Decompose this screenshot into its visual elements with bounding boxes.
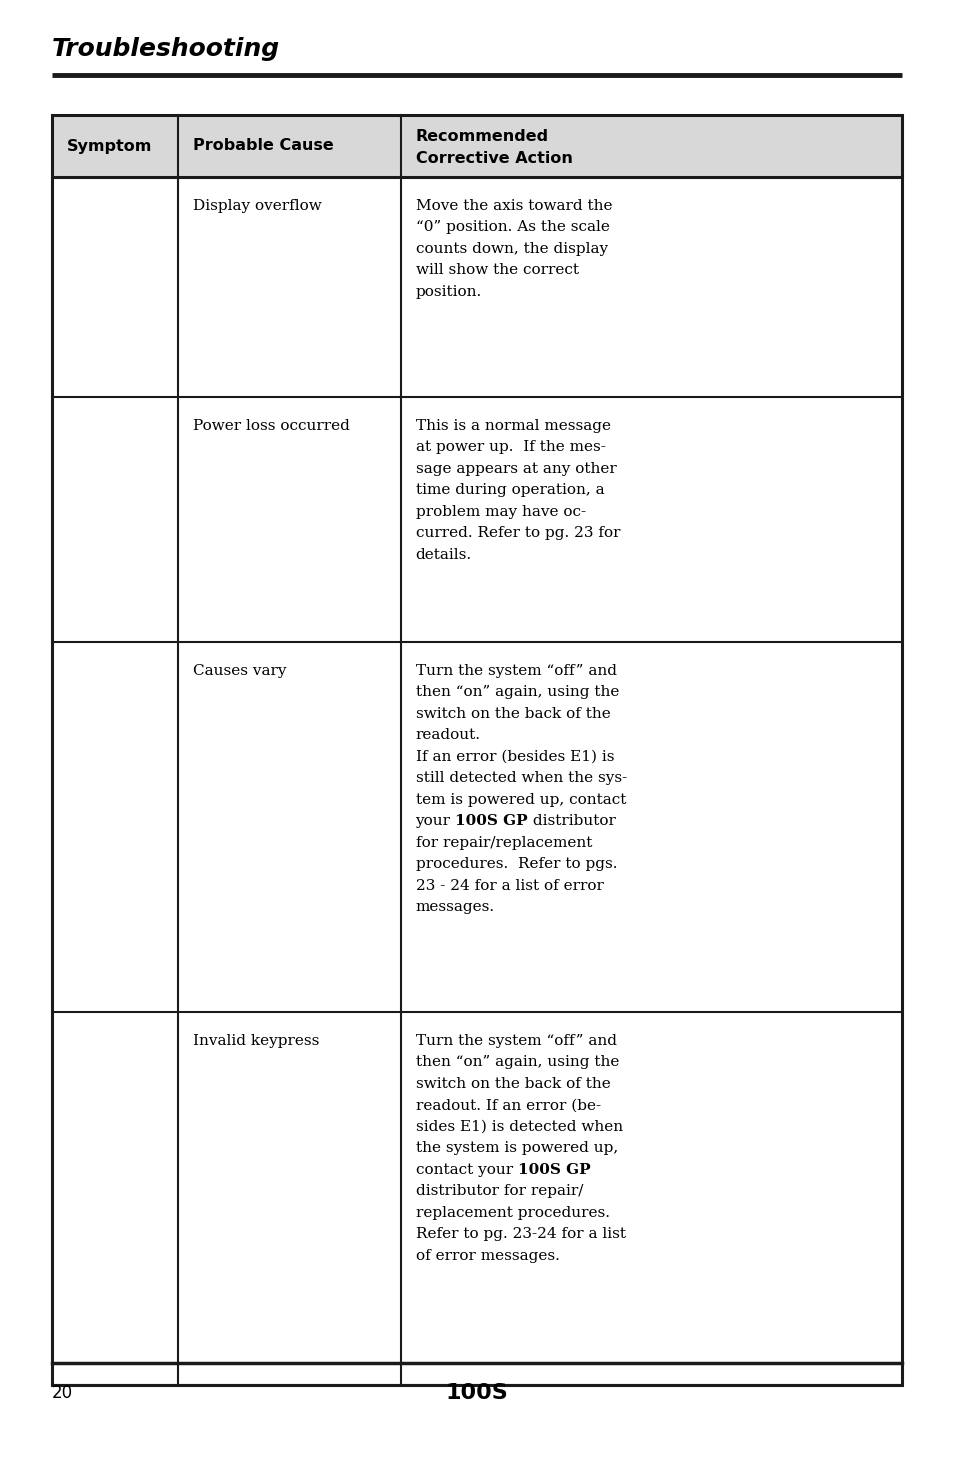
Text: at power up.  If the mes-: at power up. If the mes-	[416, 441, 605, 454]
Text: the system is powered up,: the system is powered up,	[416, 1142, 618, 1155]
Text: your: your	[416, 814, 455, 829]
Text: readout. If an error (be-: readout. If an error (be-	[416, 1099, 600, 1112]
Bar	[52, 115, 901, 1385]
Bar	[52, 115, 901, 177]
Text: readout.: readout.	[416, 729, 480, 742]
Text: 100S: 100S	[445, 1384, 508, 1403]
Text: 100S GP: 100S GP	[455, 814, 527, 829]
Text: of error messages.: of error messages.	[416, 1249, 558, 1263]
Text: If an error (besides E1) is: If an error (besides E1) is	[416, 749, 614, 764]
Text: Move the axis toward the: Move the axis toward the	[416, 199, 612, 212]
Text: problem may have oc-: problem may have oc-	[416, 504, 585, 519]
Text: replacement procedures.: replacement procedures.	[416, 1207, 609, 1220]
Text: Invalid keypress: Invalid keypress	[193, 1034, 319, 1049]
Text: counts down, the display: counts down, the display	[416, 242, 607, 257]
Text: Corrective Action: Corrective Action	[416, 150, 572, 165]
Text: Display overflow: Display overflow	[193, 199, 321, 212]
Text: Symptom: Symptom	[67, 139, 152, 153]
Text: will show the correct: will show the correct	[416, 264, 578, 277]
Text: Turn the system “off” and: Turn the system “off” and	[416, 664, 616, 678]
Text: switch on the back of the: switch on the back of the	[416, 1077, 610, 1092]
Text: tem is powered up, contact: tem is powered up, contact	[416, 794, 625, 807]
Text: details.: details.	[416, 549, 471, 562]
Text: “0” position. As the scale: “0” position. As the scale	[416, 220, 609, 235]
Text: Power loss occurred: Power loss occurred	[193, 419, 350, 434]
Text: position.: position.	[416, 285, 481, 299]
Text: for repair/replacement: for repair/replacement	[416, 836, 591, 850]
Text: sides E1) is detected when: sides E1) is detected when	[416, 1120, 622, 1134]
Text: This is a normal message: This is a normal message	[416, 419, 610, 434]
Text: distributor: distributor	[527, 814, 616, 829]
Text: sage appears at any other: sage appears at any other	[416, 462, 616, 476]
Text: Recommended: Recommended	[416, 128, 548, 143]
Text: contact your: contact your	[416, 1162, 517, 1177]
Text: Causes vary: Causes vary	[193, 664, 286, 678]
Text: 20: 20	[52, 1384, 73, 1403]
Text: Turn the system “off” and: Turn the system “off” and	[416, 1034, 616, 1049]
Text: Troubleshooting: Troubleshooting	[52, 37, 280, 60]
Text: curred. Refer to pg. 23 for: curred. Refer to pg. 23 for	[416, 527, 619, 540]
Text: procedures.  Refer to pgs.: procedures. Refer to pgs.	[416, 857, 617, 872]
Text: 23 - 24 for a list of error: 23 - 24 for a list of error	[416, 879, 602, 892]
Text: still detected when the sys-: still detected when the sys-	[416, 771, 626, 786]
Text: then “on” again, using the: then “on” again, using the	[416, 1056, 618, 1069]
Text: switch on the back of the: switch on the back of the	[416, 707, 610, 721]
Text: time during operation, a: time during operation, a	[416, 484, 603, 497]
Text: then “on” again, using the: then “on” again, using the	[416, 686, 618, 699]
Text: Probable Cause: Probable Cause	[193, 139, 334, 153]
Text: messages.: messages.	[416, 901, 494, 914]
Text: 100S GP: 100S GP	[517, 1162, 590, 1177]
Text: Refer to pg. 23-24 for a list: Refer to pg. 23-24 for a list	[416, 1227, 625, 1242]
Text: distributor for repair/: distributor for repair/	[416, 1184, 582, 1199]
